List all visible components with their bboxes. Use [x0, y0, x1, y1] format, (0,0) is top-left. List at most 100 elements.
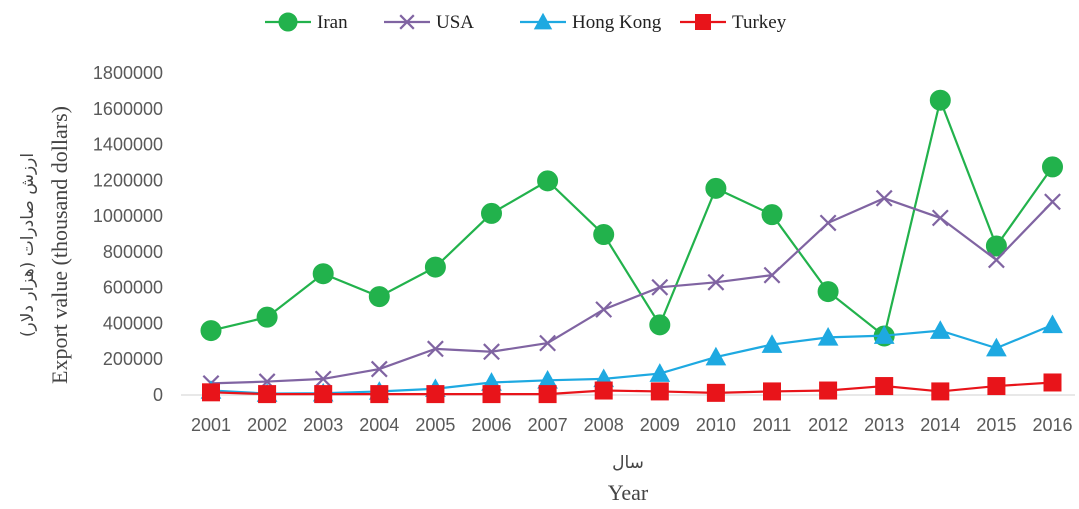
x-tick-label: 2015: [976, 415, 1016, 435]
data-point: [200, 320, 222, 342]
data-point: [875, 377, 894, 396]
y-tick-label: 0: [153, 385, 163, 405]
data-point: [873, 325, 895, 344]
data-point: [819, 381, 838, 400]
y-tick-label: 600000: [103, 278, 163, 298]
x-tick-label: 2012: [808, 415, 848, 435]
legend-label: Iran: [317, 12, 348, 33]
data-point: [370, 360, 388, 378]
legend-label: USA: [436, 12, 474, 33]
data-point: [481, 202, 502, 224]
legend-item: Iran: [265, 12, 348, 33]
series-group: [200, 89, 1063, 404]
y-tick-label: 1600000: [93, 99, 163, 119]
data-point: [985, 235, 1007, 257]
legend-marker: [278, 12, 298, 32]
data-point: [202, 383, 220, 402]
legend-label: Hong Kong: [572, 12, 662, 33]
data-point: [763, 382, 781, 401]
x-axis-title: Year: [608, 480, 649, 505]
x-tick-label: 2013: [864, 415, 904, 435]
data-point: [761, 334, 783, 353]
y-tick-label: 800000: [103, 242, 163, 262]
data-point: [705, 346, 727, 366]
data-point: [482, 385, 501, 404]
data-point: [424, 256, 446, 278]
data-point: [763, 266, 781, 284]
legend-marker: [533, 12, 553, 30]
data-point: [929, 320, 951, 339]
x-tick-label: 2002: [247, 415, 287, 435]
data-point: [649, 314, 671, 336]
data-point: [651, 278, 669, 296]
y-tick-label: 1200000: [93, 170, 163, 190]
x-tick-label: 2010: [696, 415, 736, 435]
data-point: [314, 370, 332, 388]
data-point: [705, 177, 727, 199]
data-point: [761, 204, 783, 226]
series-line: [210, 323, 1053, 395]
series-iran: [200, 89, 1063, 347]
y-tick-label: 1800000: [93, 63, 163, 83]
data-point: [987, 251, 1005, 269]
legend-item: Turkey: [680, 12, 787, 33]
data-point: [817, 281, 839, 303]
data-point: [706, 383, 725, 402]
x-tick-label: 2016: [1032, 415, 1072, 435]
y-tick-label: 200000: [103, 349, 163, 369]
data-point: [483, 343, 500, 361]
legend-marker: [399, 14, 415, 30]
data-point: [426, 340, 444, 358]
data-point: [368, 286, 390, 308]
series-usa: [202, 189, 1061, 392]
x-tick-label: 2011: [753, 415, 792, 435]
series-turkey: [202, 373, 1062, 404]
legend-label: Turkey: [732, 12, 787, 33]
data-point: [1044, 193, 1061, 211]
data-point: [537, 170, 559, 192]
x-tick-label: 2014: [920, 415, 960, 435]
data-point: [929, 89, 951, 111]
data-point: [931, 382, 950, 401]
x-axis-title-persian: سال: [612, 453, 644, 473]
data-point: [1042, 314, 1063, 334]
data-point: [426, 385, 445, 404]
data-point: [1042, 156, 1063, 178]
data-point: [1043, 373, 1062, 392]
data-point: [256, 306, 278, 328]
x-tick-label: 2009: [640, 415, 680, 435]
data-point: [986, 337, 1007, 357]
data-point: [987, 377, 1006, 396]
legend-marker: [695, 14, 711, 30]
data-point: [595, 301, 613, 318]
y-tick-label: 400000: [103, 313, 163, 333]
y-axis-title: Export value (thousand dollars): [47, 106, 72, 384]
data-point: [594, 381, 613, 400]
series-line: [210, 381, 1053, 396]
data-point: [537, 369, 558, 389]
x-tick-label: 2006: [471, 415, 511, 435]
x-tick-label: 2005: [415, 415, 455, 435]
y-tick-label: 1400000: [93, 135, 163, 155]
data-point: [538, 385, 557, 404]
data-point: [819, 214, 837, 232]
legend: Iran USA Hong Kong Turkey: [265, 12, 787, 33]
y-tick-label: 1000000: [93, 206, 163, 226]
series-line: [210, 96, 1054, 338]
data-point: [707, 273, 725, 291]
legend-item: USA: [384, 12, 474, 33]
x-tick-label: 2001: [191, 415, 231, 435]
x-tick-label: 2007: [528, 415, 568, 435]
data-point: [593, 224, 615, 246]
data-point: [312, 263, 334, 285]
data-point: [875, 189, 893, 207]
data-point: [539, 334, 557, 352]
y-axis-title-persian: ارزش صادرات (هزار دلار): [18, 153, 38, 337]
x-tick-label: 2003: [303, 415, 343, 435]
x-tick-label: 2004: [359, 415, 399, 435]
data-point: [370, 385, 389, 404]
data-point: [817, 327, 839, 346]
data-point: [258, 385, 277, 404]
x-axis-ticks: 2001 2002 2003 2004 2005 2006 2007 2008 2009 2010…: [191, 415, 1073, 435]
